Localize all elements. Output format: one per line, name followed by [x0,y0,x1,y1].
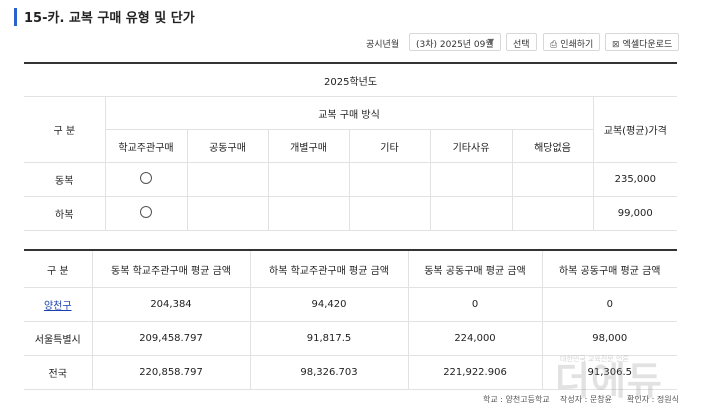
select-button[interactable]: 선택 [506,33,537,51]
footer-school: 학교 : 양천고등학교 [483,395,550,404]
select-button-label: 선택 [513,40,530,50]
price-cell: 235,000 [592,162,678,197]
printer-icon: ⎙ [550,40,558,50]
row-label: 하복 [24,196,106,231]
method-joint: 공동구매 [186,129,269,163]
watermark-subtext: 대한민국 교육전문 언론 [560,355,629,363]
region-link[interactable]: 양천구 [43,301,72,312]
value-cell: 0 [541,287,677,322]
circle-mark-icon [140,172,152,184]
value-cell: 91,306.5 [541,355,677,390]
price-cell: 99,000 [592,196,678,231]
table-row: 서울특별시 209,458.797 91,817.5 224,000 98,00… [24,321,677,356]
period-select-value: (3차) 2025년 09월 [416,40,494,50]
footer-confirmer: 확인자 : 정원식 [627,395,679,404]
value-cell: 220,858.797 [91,355,251,390]
section-title: 15-카. 교복 구매 유형 및 단가 [24,11,195,26]
method-other: 기타 [348,129,431,163]
col-header: 하복 학교주관구매 평균 금액 [249,249,409,288]
title-accent-bar [14,8,17,26]
table-row: 양천구 204,384 94,420 0 0 [24,287,677,322]
col-header: 구 분 [24,249,93,288]
excel-download-button[interactable]: ⊠ 엑셀다운로드 [605,33,680,51]
region-link-cell: 양천구 [24,287,93,322]
period-select[interactable]: (3차) 2025년 09월 ▼ [409,33,501,51]
period-label: 공시년월 [366,40,400,50]
col-header: 동복 학교주관구매 평균 금액 [91,249,251,288]
category-header: 구 분 [24,96,106,163]
value-cell: 98,000 [541,321,677,356]
row-label: 전국 [24,355,93,390]
method-individual: 개별구매 [267,129,350,163]
row-label: 서울특별시 [24,321,93,356]
print-button[interactable]: ⎙ 인쇄하기 [543,33,601,51]
average-price-table: 구 분 동복 학교주관구매 평균 금액 하복 학교주관구매 평균 금액 동복 공… [24,249,677,390]
method-not-applicable: 해당없음 [511,129,594,163]
col-header: 동복 공동구매 평균 금액 [407,249,543,288]
check-cell [104,196,188,231]
check-cell [104,162,188,197]
toolbar: 공시년월 (3차) 2025년 09월 ▼ 선택 ⎙ 인쇄하기 ⊠ 엑셀다운로드 [0,33,701,53]
table-row: 하복 99,000 [24,196,678,231]
method-school-managed: 학교주관구매 [104,129,188,163]
value-cell: 91,817.5 [249,321,409,356]
print-button-label: 인쇄하기 [560,40,594,50]
value-cell: 98,326.703 [249,355,409,390]
value-cell: 221,922.906 [407,355,543,390]
table-row: 전국 220,858.797 98,326.703 221,922.906 91… [24,355,677,390]
year-header: 2025학년도 [24,62,678,97]
value-cell: 204,384 [91,287,251,322]
value-cell: 0 [407,287,543,322]
table-row: 동복 235,000 [24,162,678,197]
purchase-type-table: 2025학년도 구 분 교복 구매 방식 교복(평균)가격 학교주관구매 공동구… [24,62,678,231]
value-cell: 209,458.797 [91,321,251,356]
method-header: 교복 구매 방식 [104,96,594,130]
footer-writer: 작성자 : 문창윤 [560,395,612,404]
value-cell: 94,420 [249,287,409,322]
excel-icon: ⊠ [612,40,620,50]
price-header: 교복(평균)가격 [592,96,678,163]
chevron-down-icon: ▼ [487,37,494,46]
method-other-reason: 기타사유 [429,129,513,163]
circle-mark-icon [140,206,152,218]
value-cell: 224,000 [407,321,543,356]
excel-button-label: 엑셀다운로드 [622,40,673,50]
col-header: 하복 공동구매 평균 금액 [541,249,677,288]
row-label: 동복 [24,162,106,197]
